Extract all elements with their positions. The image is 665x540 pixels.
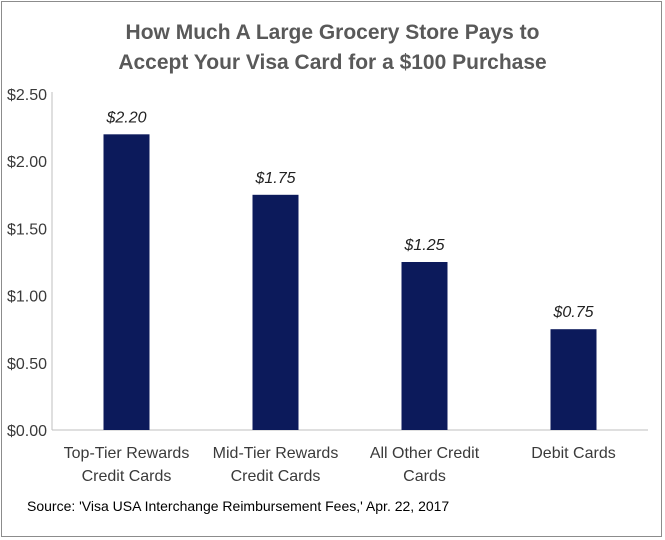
chart-title: How Much A Large Grocery Store Pays to A… bbox=[0, 18, 665, 78]
x-tick-label: Cards bbox=[403, 468, 446, 485]
x-tick-label: All Other Credit bbox=[370, 445, 480, 462]
x-tick-label: Mid-Tier Rewards bbox=[213, 445, 339, 462]
data-label: $1.75 bbox=[254, 170, 295, 187]
bar bbox=[550, 329, 597, 430]
y-tick-label: $1.50 bbox=[7, 221, 47, 238]
bar bbox=[252, 194, 299, 430]
chart-title-line-2: Accept Your Visa Card for a $100 Purchas… bbox=[118, 51, 547, 74]
y-tick-label: $0.00 bbox=[7, 423, 47, 440]
source-note: Source: 'Visa USA Interchange Reimbursem… bbox=[27, 498, 450, 514]
x-tick-label: Top-Tier Rewards bbox=[64, 445, 190, 462]
y-tick-label: $2.00 bbox=[7, 154, 47, 171]
bar bbox=[401, 262, 448, 430]
y-tick-label: $0.50 bbox=[7, 356, 47, 373]
y-tick-label: $1.00 bbox=[7, 289, 47, 306]
x-tick-label: Credit Cards bbox=[231, 468, 321, 485]
data-label: $1.25 bbox=[403, 237, 444, 254]
x-tick-label: Credit Cards bbox=[82, 468, 172, 485]
y-tick-label: $2.50 bbox=[7, 87, 47, 104]
chart-title-line-1: How Much A Large Grocery Store Pays to bbox=[125, 21, 540, 44]
x-tick-label: Debit Cards bbox=[531, 445, 615, 462]
data-label: $2.20 bbox=[105, 109, 146, 126]
bar bbox=[103, 134, 150, 430]
data-label: $0.75 bbox=[552, 304, 593, 321]
